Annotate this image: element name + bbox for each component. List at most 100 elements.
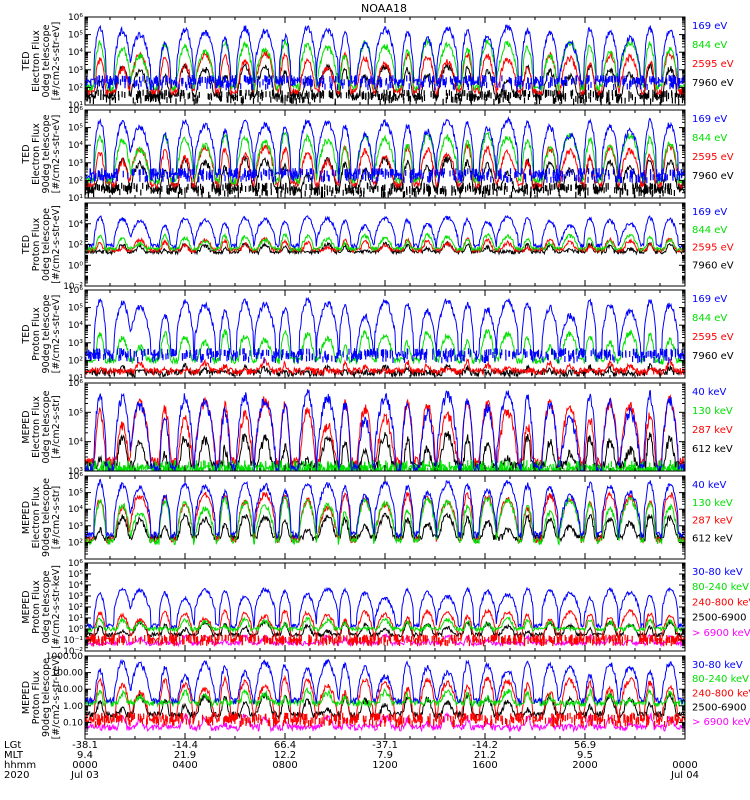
x-tick-label: 2000 (572, 760, 597, 771)
legend-entry: 30-80 keV (692, 660, 743, 671)
series-3-3 (85, 232, 685, 253)
x-row-label: MLT (4, 750, 24, 761)
legend-entry: 612 keV (692, 444, 733, 455)
y-axis-label: [#/cm2-s-str-keV] (51, 656, 62, 740)
series-2-2 (85, 143, 685, 190)
y-axis-label: 0deg telescope (41, 390, 52, 463)
y-axis-label: Proton Flux (31, 580, 42, 634)
x-tick-label: 0000 (672, 760, 697, 771)
y-tick-label: 10⁶ (68, 472, 83, 482)
y-tick-label: 10³ (68, 159, 83, 169)
y-tick-label: 10⁵ (68, 31, 83, 41)
panel-frame (84, 475, 686, 560)
x-tick-label: 0800 (272, 760, 297, 771)
x-tick-label: -37.1 (372, 740, 398, 751)
series-3-1 (85, 240, 685, 256)
series-line (85, 618, 685, 639)
legend-entry: 169 eV (692, 207, 727, 218)
panel-plot-area (85, 115, 685, 198)
y-tick-label: 10² (68, 241, 83, 251)
y-axis-label: 0deg telescope (41, 24, 52, 97)
series-7-1 (85, 632, 685, 648)
y-tick-label: 10⁻¹ (63, 636, 83, 646)
series-line (85, 616, 685, 634)
x-tick-label: 21.2 (474, 750, 496, 761)
y-axis-label: MEPED (21, 410, 32, 443)
series-points (85, 634, 685, 647)
legend-entry: 7960 eV (692, 78, 734, 89)
series-1-4 (85, 24, 685, 91)
y-axis-label: [#/cm2-s-str] (51, 486, 62, 549)
series-8-4 (85, 686, 685, 709)
series-line (85, 50, 685, 97)
series-6-3 (85, 496, 685, 547)
y-tick-label: 10⁶ (68, 559, 83, 569)
y-axis-label: 90deg telescope (41, 114, 52, 193)
y-tick-label: 10⁵ (68, 489, 83, 499)
series-line (85, 232, 685, 253)
y-axis-label: [#/cm2-s-str-eV] (51, 205, 62, 284)
series-6-1 (85, 512, 685, 543)
x-tick-label: 66.4 (274, 740, 296, 751)
y-axis-label: Electron Flux (31, 123, 42, 185)
y-tick-label: 10³ (68, 66, 83, 76)
y-tick-label: 10² (68, 176, 83, 186)
y-tick-label: 10⁵ (68, 408, 83, 418)
x-row-label: hhmm (4, 760, 36, 771)
legend-entry: 240-800 keV (692, 688, 750, 699)
y-tick-label: 10³ (68, 467, 83, 477)
x-tick-label: 7.9 (377, 750, 393, 761)
series-line (85, 38, 685, 92)
y-tick-label: 1000.00 (46, 652, 83, 662)
legend-entry: 2500-6900 (692, 703, 747, 714)
legend-entry: 2500-6900 (692, 613, 747, 624)
y-axis-label: 0deg telescope (41, 208, 52, 281)
y-axis-label: MEPED (21, 590, 32, 623)
y-tick-label: 10⁴ (68, 581, 83, 591)
legend-entry: 844 eV (692, 40, 727, 51)
legend-entry: 2595 eV (692, 59, 734, 70)
series-6-2 (85, 490, 685, 545)
y-axis-label: TED (21, 235, 32, 255)
y-tick-label: 10⁴ (68, 48, 83, 58)
series-line (85, 214, 685, 250)
legend-entry: 240-800 keV (692, 597, 750, 608)
y-tick-label: 0.10 (63, 718, 83, 728)
panel-2: 10¹ 10² 10³ 10⁴ 10⁵ 10⁶ TED Electron Flux 90deg … (21, 106, 734, 204)
legend-entry: > 6900 keV (692, 628, 750, 639)
series-points (85, 182, 682, 198)
panel-plot-area (85, 586, 685, 648)
y-tick-label: 10¹ (68, 101, 83, 111)
series-line (85, 674, 685, 725)
panels: 10¹ 10² 10³ 10⁴ 10⁵ 10⁶ TED Electron Flux 0deg t… (21, 13, 750, 740)
legend-entry: 30-80 keV (692, 567, 743, 578)
legend-entry: 40 keV (692, 480, 726, 491)
series-1-3 (85, 38, 685, 92)
panel-frame (84, 289, 686, 379)
series-8-3 (85, 674, 685, 728)
y-tick-label: 10¹ (68, 374, 83, 384)
y-tick-label: 1.00 (63, 702, 83, 712)
legend-entry: 2595 eV (692, 152, 734, 163)
y-axis-label: TED (21, 51, 32, 71)
legend-entry: > 6900 keV (692, 717, 750, 728)
y-axis-label: Proton Flux (31, 670, 42, 724)
y-axis-label: 90deg telescope (41, 658, 52, 737)
x-tick-label: 56.9 (574, 740, 596, 751)
y-tick-label: 10⁰ (68, 261, 83, 271)
legend-entry: 287 keV (692, 425, 733, 436)
panel-3: 10⁻² 10⁰ 10² 10⁴ TED Proton Flux 0deg telescop… (21, 202, 734, 292)
y-axis-label: MEPED (21, 501, 32, 534)
series-points (85, 168, 685, 184)
series-line (85, 512, 685, 543)
legend-entry: 130 keV (692, 406, 733, 417)
legend-entry: 7960 eV (692, 260, 734, 271)
legend-entry: 844 eV (692, 133, 727, 144)
y-tick-label: 10⁶ (68, 106, 83, 116)
series-8-5 (85, 658, 685, 706)
legend-entry: 2595 eV (692, 332, 734, 343)
y-tick-label: 10¹ (68, 194, 83, 204)
series-points (85, 348, 685, 364)
x-tick-label: 12.2 (274, 750, 296, 761)
